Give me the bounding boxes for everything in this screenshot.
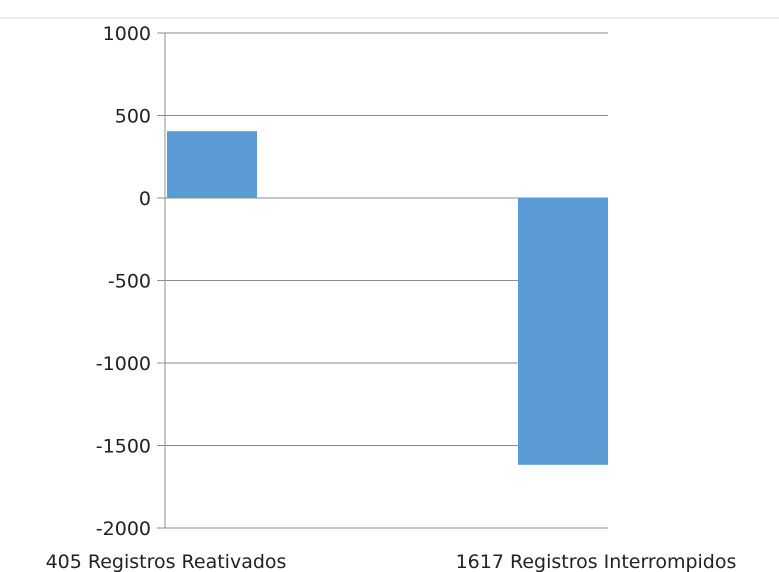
y-tick-label-2: 0 (139, 188, 151, 210)
bar-1 (167, 131, 257, 198)
x-category-labels: 405 Registros Reativados 1617 Registros … (46, 551, 737, 572)
category-label-2: 1617 Registros Interrompidos (456, 551, 737, 572)
y-tick-label-3: -500 (108, 271, 151, 293)
y-tick-label-5: -1500 (96, 436, 151, 458)
bar-2 (518, 198, 608, 465)
category-label-1: 405 Registros Reativados (46, 551, 287, 572)
y-tick-label-1: 500 (115, 106, 151, 128)
bars (167, 131, 608, 465)
y-tick-label-6: -2000 (96, 518, 151, 540)
y-tick-label-0: 1000 (103, 23, 151, 45)
y-tick-labels: 1000 500 0 -500 -1000 -1500 -2000 (96, 23, 151, 540)
y-tick-label-4: -1000 (96, 353, 151, 375)
